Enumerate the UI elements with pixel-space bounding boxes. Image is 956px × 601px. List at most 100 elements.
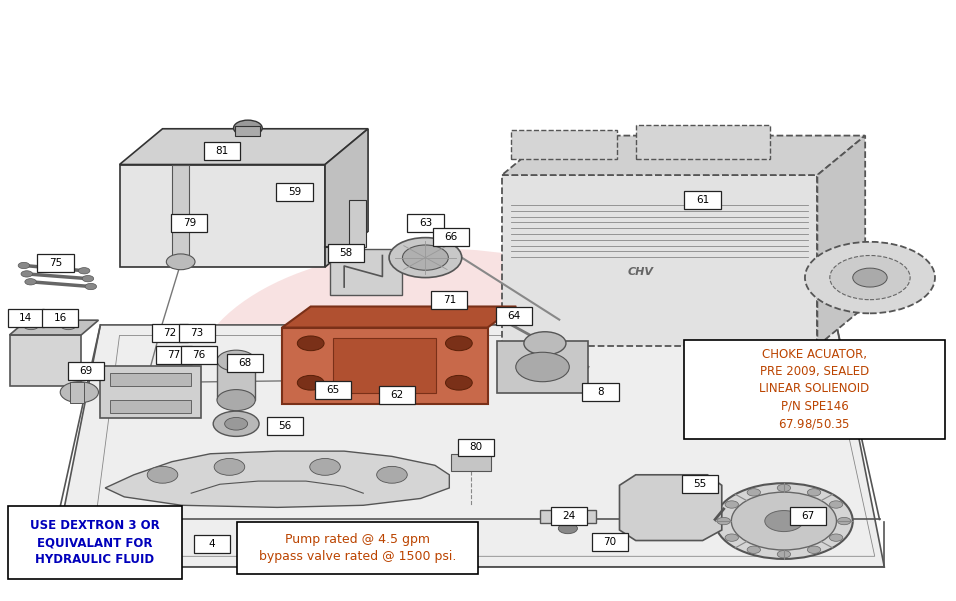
Circle shape bbox=[297, 336, 324, 351]
Bar bbox=[497, 341, 588, 393]
Circle shape bbox=[85, 283, 97, 290]
Text: 67: 67 bbox=[801, 511, 815, 521]
Circle shape bbox=[214, 459, 245, 475]
Circle shape bbox=[837, 517, 851, 525]
Circle shape bbox=[233, 120, 262, 136]
Circle shape bbox=[213, 411, 259, 436]
Circle shape bbox=[747, 489, 760, 496]
Text: 75: 75 bbox=[49, 258, 62, 269]
Text: 16: 16 bbox=[54, 313, 67, 323]
Circle shape bbox=[377, 466, 407, 483]
Circle shape bbox=[389, 237, 462, 278]
Text: 79: 79 bbox=[183, 218, 196, 228]
Bar bbox=[747, 349, 783, 367]
Bar bbox=[179, 324, 215, 342]
Circle shape bbox=[739, 359, 762, 371]
Circle shape bbox=[715, 483, 853, 559]
Circle shape bbox=[830, 255, 910, 300]
Text: 14: 14 bbox=[19, 313, 33, 323]
Bar bbox=[227, 355, 263, 372]
Polygon shape bbox=[53, 325, 884, 567]
Bar bbox=[68, 362, 104, 380]
Bar bbox=[540, 510, 596, 523]
Circle shape bbox=[25, 279, 36, 285]
Circle shape bbox=[78, 267, 90, 274]
Circle shape bbox=[225, 418, 248, 430]
Bar bbox=[120, 165, 325, 267]
Text: 76: 76 bbox=[192, 350, 206, 360]
Circle shape bbox=[805, 242, 935, 313]
Text: 64: 64 bbox=[508, 311, 521, 321]
Polygon shape bbox=[817, 136, 865, 346]
Text: CHOKE ACUATOR,
PRE 2009, SEALED
LINEAR SOLIENOID
P/N SPE146
$67.98  /  $50.35: CHOKE ACUATOR, PRE 2009, SEALED LINEAR S… bbox=[759, 349, 870, 431]
Circle shape bbox=[765, 511, 803, 532]
Polygon shape bbox=[120, 129, 368, 165]
Bar bbox=[172, 165, 189, 262]
Circle shape bbox=[777, 484, 791, 492]
Bar bbox=[156, 346, 192, 364]
Bar bbox=[276, 183, 313, 201]
Text: 4: 4 bbox=[209, 539, 215, 549]
Circle shape bbox=[147, 466, 178, 483]
Bar bbox=[334, 338, 436, 393]
Circle shape bbox=[217, 389, 255, 410]
Bar bbox=[684, 191, 721, 209]
Bar bbox=[70, 382, 84, 403]
Bar bbox=[237, 522, 478, 573]
Circle shape bbox=[853, 268, 887, 287]
Text: 55: 55 bbox=[693, 479, 706, 489]
Circle shape bbox=[191, 249, 688, 522]
Bar bbox=[379, 386, 415, 404]
Bar bbox=[42, 309, 78, 327]
Bar bbox=[592, 533, 628, 551]
Circle shape bbox=[445, 376, 472, 390]
Bar bbox=[330, 249, 402, 295]
Circle shape bbox=[515, 352, 569, 382]
Circle shape bbox=[445, 336, 472, 351]
Bar bbox=[181, 346, 217, 364]
Circle shape bbox=[807, 489, 820, 496]
Text: 59: 59 bbox=[288, 187, 301, 197]
Polygon shape bbox=[619, 475, 722, 540]
Text: 62: 62 bbox=[390, 390, 403, 400]
Bar bbox=[8, 506, 182, 579]
Text: USE DEXTRON 3 OR
EQUIVALANT FOR
HYDRAULIC FLUID: USE DEXTRON 3 OR EQUIVALANT FOR HYDRAULI… bbox=[30, 519, 160, 566]
Polygon shape bbox=[10, 320, 98, 335]
Bar bbox=[458, 439, 494, 456]
Bar bbox=[582, 383, 619, 401]
Bar bbox=[171, 215, 207, 233]
Circle shape bbox=[402, 245, 448, 270]
Bar bbox=[682, 475, 718, 493]
Circle shape bbox=[166, 254, 195, 270]
Bar bbox=[328, 244, 364, 262]
Circle shape bbox=[717, 517, 730, 525]
Bar bbox=[790, 507, 826, 525]
Bar bbox=[451, 454, 491, 471]
Text: 65: 65 bbox=[326, 385, 339, 395]
Bar bbox=[194, 535, 230, 553]
Bar bbox=[100, 367, 201, 418]
Text: HYDRAULIC DRIVE PLATFORM ASSEMBLY: HYDRAULIC DRIVE PLATFORM ASSEMBLY bbox=[50, 20, 906, 55]
Circle shape bbox=[830, 501, 843, 508]
Circle shape bbox=[60, 382, 98, 403]
Bar bbox=[8, 309, 44, 327]
Bar bbox=[502, 175, 817, 346]
Bar bbox=[636, 125, 770, 159]
Bar bbox=[511, 130, 617, 159]
Bar bbox=[217, 361, 255, 400]
Circle shape bbox=[217, 350, 255, 371]
Circle shape bbox=[830, 534, 843, 542]
Bar bbox=[315, 380, 351, 398]
Circle shape bbox=[23, 321, 38, 329]
Bar bbox=[349, 200, 366, 248]
Text: 8: 8 bbox=[598, 386, 603, 397]
Text: Pump rated @ 4.5 gpm
bypass valve rated @ 1500 psi.: Pump rated @ 4.5 gpm bypass valve rated … bbox=[259, 533, 456, 563]
Circle shape bbox=[310, 459, 340, 475]
Text: 66: 66 bbox=[445, 232, 458, 242]
Text: 70: 70 bbox=[603, 537, 617, 547]
Text: 81: 81 bbox=[215, 147, 228, 156]
Circle shape bbox=[524, 332, 566, 355]
Circle shape bbox=[558, 523, 577, 534]
Circle shape bbox=[82, 275, 94, 282]
Bar bbox=[282, 328, 488, 404]
